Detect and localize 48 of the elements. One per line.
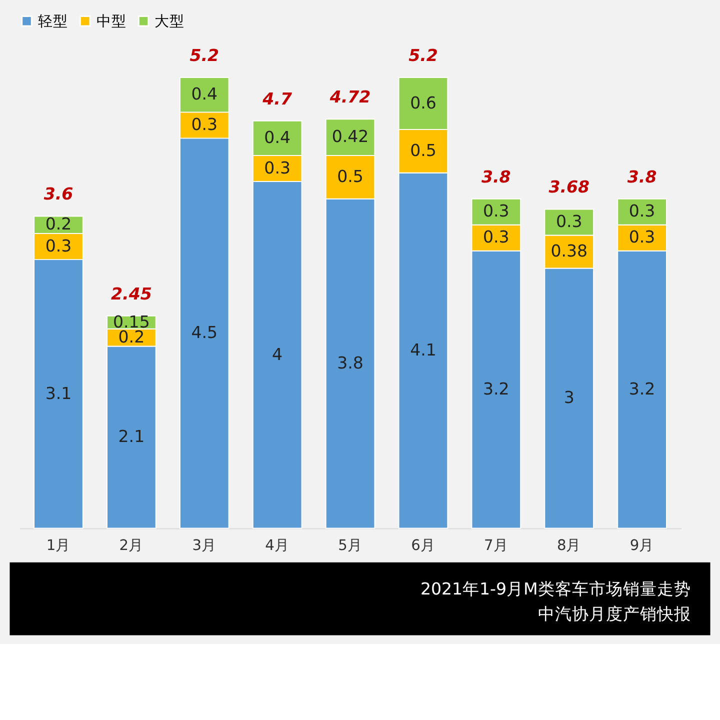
data-label: 4.5 [191, 323, 218, 342]
data-label: 4 [272, 344, 283, 364]
total-label: 5.2 [408, 46, 438, 65]
total-label: 4.72 [328, 88, 371, 107]
total-label: 3.8 [482, 167, 511, 186]
data-label: 0.3 [628, 228, 656, 247]
data-label: 3.2 [628, 379, 656, 398]
data-label: 0.3 [628, 202, 656, 221]
legend-label: 大型 [154, 12, 185, 30]
x-tick-label: 5月 [338, 537, 362, 554]
data-label: 0.3 [191, 115, 218, 134]
legend-label: 轻型 [38, 12, 68, 30]
data-label: 3.2 [483, 379, 510, 398]
x-tick-label: 6月 [411, 537, 436, 554]
total-label: 3.68 [548, 178, 590, 197]
data-label: 3.1 [45, 384, 72, 403]
data-label: 3 [564, 388, 574, 408]
data-label: 3.8 [337, 353, 364, 372]
data-label: 0.38 [550, 242, 588, 261]
total-label: 3.8 [627, 167, 657, 186]
data-label: 0.3 [45, 236, 72, 256]
data-label: 0.5 [337, 167, 364, 186]
x-tick-label: 9月 [630, 537, 654, 554]
data-label: 0.6 [410, 93, 436, 112]
text: 中汽协月度产销快报 [538, 604, 691, 624]
data-label: 0.4 [191, 84, 218, 104]
data-label: 0.3 [483, 202, 510, 221]
data-label: 0.42 [332, 127, 369, 146]
data-label: 0.4 [264, 128, 290, 148]
x-tick-label: 3月 [192, 537, 217, 554]
x-tick-label: 2月 [119, 537, 144, 554]
data-label: 0.3 [483, 228, 510, 247]
text: 2021年1-9月M类客车市场销量走势 [420, 579, 691, 598]
data-label: 4.1 [410, 340, 436, 360]
total-label: 5.2 [190, 46, 220, 65]
x-tick-label: 7月 [484, 537, 508, 554]
x-tick-label: 4月 [265, 537, 290, 554]
data-label: 0.2 [45, 214, 72, 234]
total-label: 4.7 [262, 89, 292, 108]
data-label: 0.3 [556, 212, 582, 232]
data-label: 0.5 [410, 141, 436, 160]
data-label: 2.1 [118, 427, 145, 446]
legend-label: 中型 [96, 12, 126, 30]
x-tick-label: 1月 [46, 537, 71, 554]
x-tick-label: 8月 [556, 537, 582, 554]
data-label: 0.3 [264, 158, 290, 178]
total-label: 3.6 [44, 184, 74, 204]
total-label: 2.45 [111, 284, 152, 304]
